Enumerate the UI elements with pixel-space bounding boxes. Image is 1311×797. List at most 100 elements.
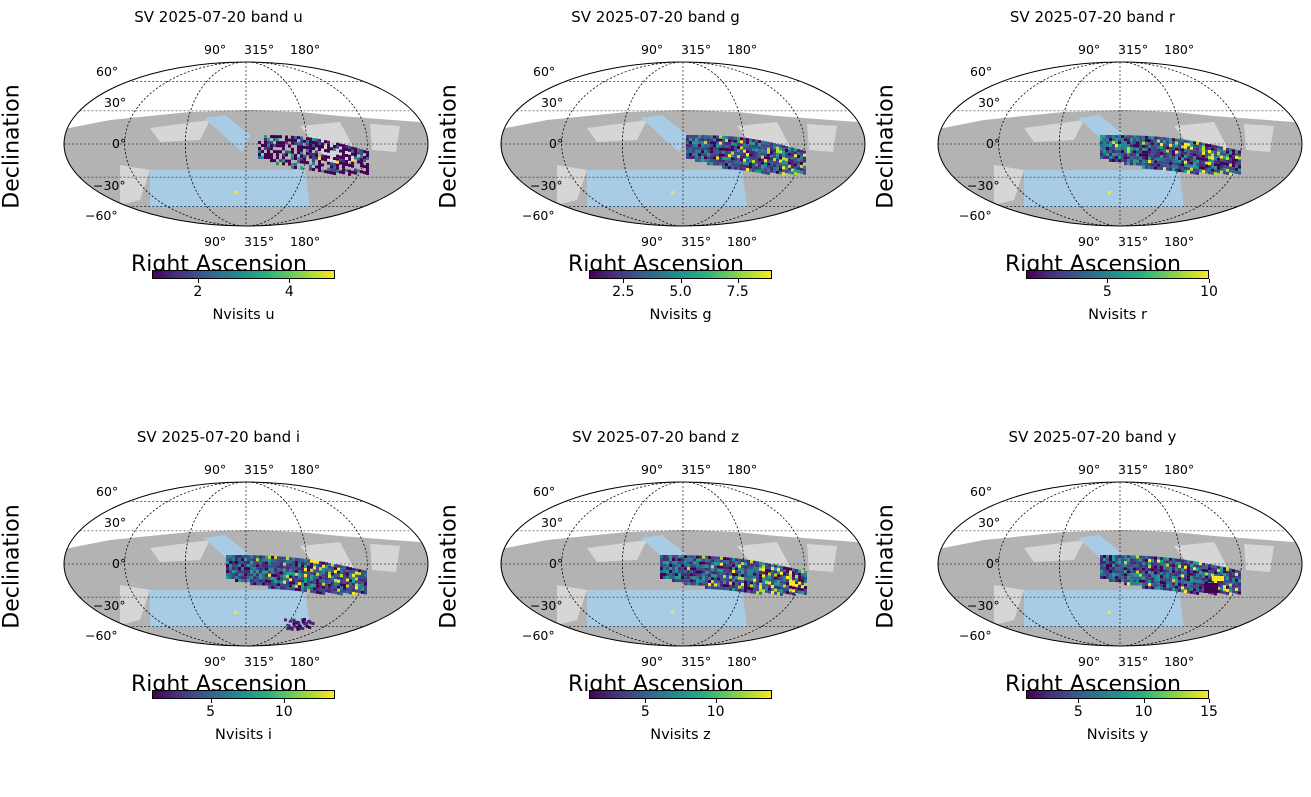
colorbar-tick-label: 10 [1134, 704, 1153, 720]
nvisits-pixel [1235, 575, 1238, 579]
nvisits-pixel [268, 564, 271, 568]
nvisits-pixel [294, 136, 297, 139]
nvisits-pixel [681, 558, 684, 562]
nvisits-pixel [789, 570, 792, 574]
nvisits-pixel [352, 576, 355, 580]
map-content [501, 62, 865, 226]
nvisits-pixel [690, 561, 693, 565]
nvisits-pixel [780, 571, 783, 575]
nvisits-pixel [1154, 562, 1157, 566]
nvisits-pixel [280, 568, 283, 572]
nvisits-pixel [732, 561, 735, 564]
nvisits-pixel [720, 574, 723, 578]
lat-tick-label: −30° [530, 178, 563, 193]
nvisits-pixel [241, 561, 244, 565]
nvisits-pixel [1187, 572, 1190, 576]
nvisits-pixel [785, 167, 788, 170]
nvisits-pixel [740, 161, 743, 165]
nvisits-pixel [339, 149, 342, 153]
nvisits-pixel [1193, 576, 1196, 580]
nvisits-pixel [1109, 156, 1112, 159]
nvisits-pixel [803, 159, 806, 163]
nvisits-pixel [762, 580, 765, 584]
nvisits-pixel [342, 147, 345, 151]
nvisits-pixel [756, 588, 759, 592]
nvisits-pixel [764, 165, 767, 169]
nvisits-pixel [312, 144, 315, 147]
colorbar-label: Nvisits y [1086, 727, 1149, 743]
nvisits-pixel [274, 559, 277, 563]
nvisits-pixel [337, 591, 340, 595]
nvisits-pixel [238, 564, 241, 567]
nvisits-pixel [1121, 555, 1124, 559]
nvisits-pixel [714, 577, 717, 581]
nvisits-pixel [1196, 576, 1199, 580]
nvisits-pixel [277, 556, 280, 560]
nvisits-pixel [686, 150, 689, 153]
nvisits-pixel [1223, 579, 1226, 583]
nvisits-pixel [1205, 164, 1208, 168]
nvisits-pixel [1229, 157, 1232, 161]
nvisits-pixel [774, 582, 777, 586]
nvisits-pixel [1217, 160, 1220, 164]
nvisits-pixel [293, 620, 297, 624]
nvisits-pixel [729, 566, 732, 570]
nvisits-pixel [684, 555, 687, 559]
nvisits-pixel [1205, 563, 1208, 567]
nvisits-pixel [301, 582, 304, 586]
nvisits-pixel [364, 579, 367, 583]
nvisits-pixel [803, 153, 806, 157]
nvisits-pixel [267, 138, 270, 141]
nvisits-pixel [1130, 150, 1133, 154]
nvisits-pixel [268, 570, 271, 574]
nvisits-pixel [268, 582, 271, 586]
nvisits-pixel [1160, 566, 1163, 569]
nvisits-pixel [770, 166, 773, 170]
nvisits-pixel [1160, 158, 1163, 161]
map-panel-i: SV 2025-07-20 band i Declination Right Asc… [0, 420, 437, 797]
nvisits-pixel [693, 567, 696, 571]
nvisits-pixel [316, 569, 319, 573]
nvisits-pixel [719, 159, 722, 163]
nvisits-pixel [761, 155, 764, 159]
nvisits-pixel [728, 157, 731, 161]
nvisits-pixel [247, 573, 250, 577]
nvisits-pixel [795, 584, 798, 587]
nvisits-pixel [268, 567, 271, 571]
nvisits-pixel [274, 571, 277, 575]
nvisits-pixel [325, 571, 328, 575]
nvisits-pixel [357, 151, 360, 155]
nvisits-pixel [288, 159, 291, 163]
nvisits-pixel [1178, 571, 1181, 574]
nvisits-pixel [364, 576, 367, 580]
nvisits-pixel [731, 142, 734, 146]
nvisits-pixel [1208, 564, 1211, 568]
nvisits-pixel [1130, 141, 1133, 145]
nvisits-pixel [713, 153, 716, 157]
nvisits-pixel [707, 156, 710, 160]
nvisits-pixel [695, 153, 698, 156]
nvisits-pixel [229, 561, 232, 564]
nvisits-pixel [704, 150, 707, 154]
nvisits-pixel [1235, 170, 1238, 174]
nvisits-pixel [363, 165, 366, 169]
nvisits-pixel [1223, 162, 1226, 166]
nvisits-pixel [298, 579, 301, 583]
nvisits-pixel [271, 579, 274, 583]
nvisits-pixel [1118, 573, 1121, 577]
nvisits-pixel [312, 147, 315, 150]
nvisits-pixel [783, 575, 786, 579]
nvisits-pixel [669, 558, 672, 561]
nvisits-pixel [363, 156, 366, 160]
nvisits-pixel [1199, 586, 1202, 590]
nvisits-pixel [750, 572, 753, 576]
nvisits-pixel [699, 570, 702, 574]
colorbar [589, 270, 772, 279]
nvisits-pixel [801, 588, 804, 592]
nvisits-pixel [768, 581, 771, 585]
nvisits-pixel [734, 166, 737, 170]
nvisits-pixel [1196, 579, 1199, 583]
nvisits-pixel [235, 558, 238, 561]
nvisits-pixel [719, 141, 722, 145]
nvisits-pixel [1106, 558, 1109, 561]
